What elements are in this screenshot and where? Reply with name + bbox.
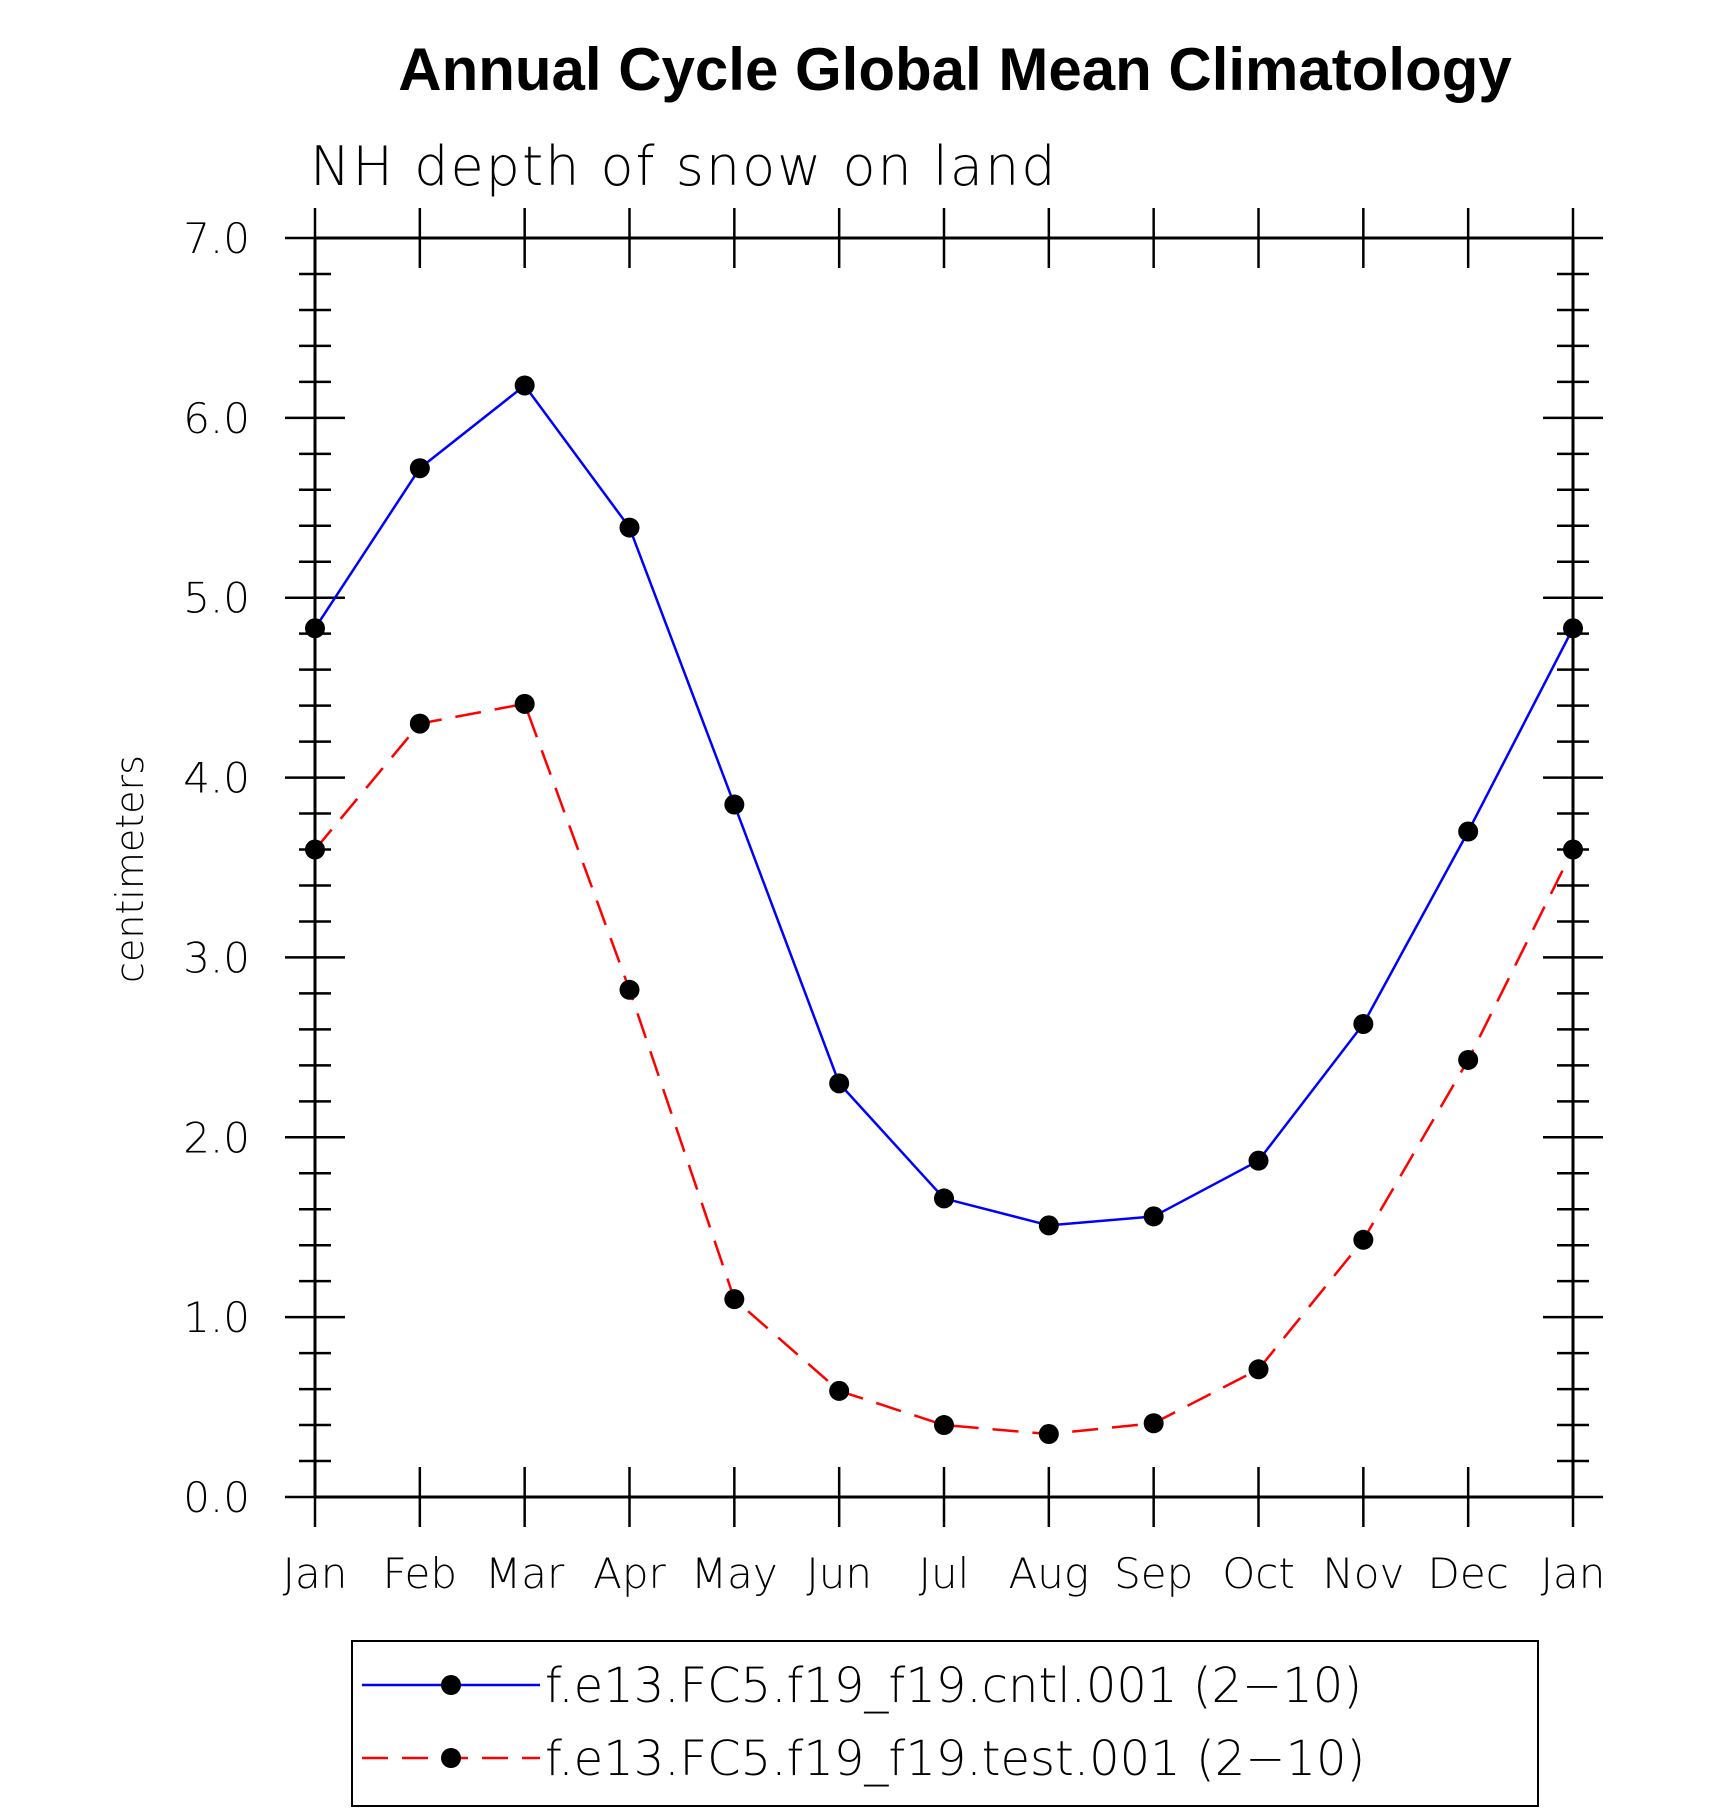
data-point <box>934 1415 954 1436</box>
data-point <box>1143 1206 1164 1227</box>
data-point <box>934 1188 954 1209</box>
x-tick-label: Jun <box>806 1549 872 1598</box>
data-point <box>409 458 430 479</box>
data-point <box>619 517 640 538</box>
legend-label: f.e13.FC5.f19_f19.cntl.001 (2−10) <box>545 1658 1362 1714</box>
x-tick-label: Jan <box>283 1549 348 1598</box>
y-tick-label: 2.0 <box>183 1113 250 1162</box>
y-tick-label: 3.0 <box>183 933 250 982</box>
x-tick-label: Nov <box>1322 1549 1404 1598</box>
data-point <box>724 1289 745 1310</box>
data-point <box>1038 1215 1059 1236</box>
series-markers <box>305 375 1583 1445</box>
data-point <box>829 1380 850 1401</box>
data-point <box>724 794 745 815</box>
y-axis-title: centimeters <box>108 755 152 983</box>
y-tick-label: 0.0 <box>183 1473 250 1522</box>
x-tick-label: Jan <box>1541 1549 1606 1598</box>
legend-box <box>351 1640 1539 1807</box>
data-point <box>1353 1013 1374 1034</box>
x-tick-label: Sep <box>1114 1549 1193 1598</box>
legend-marker <box>441 1675 461 1695</box>
y-tick-label: 5.0 <box>183 574 250 623</box>
chart-title: Annual Cycle Global Mean Climatology <box>398 36 1512 103</box>
axis-tick-labels: 0.0 1.0 2.0 3.0 4.0 5.0 6.0 7.0 Jan Feb Mar Apr May J… <box>183 214 1605 1598</box>
series-line <box>314 702 1575 1436</box>
data-point <box>409 713 430 734</box>
data-point <box>1458 1049 1479 1070</box>
series-line <box>313 383 1575 1227</box>
axis-ticks <box>285 208 1603 1527</box>
legend-label: f.e13.FC5.f19_f19.test.001 (2−10) <box>545 1731 1365 1787</box>
legend-marker <box>441 1748 461 1768</box>
x-tick-label: Mar <box>485 1549 565 1598</box>
x-tick-label: Dec <box>1428 1549 1509 1598</box>
y-tick-label: 7.0 <box>183 214 250 263</box>
legend: f.e13.FC5.f19_f19.cntl.001 (2−10) f.e13.F… <box>351 1640 1539 1807</box>
data-point <box>1458 821 1479 842</box>
data-point <box>514 375 535 396</box>
y-tick-label: 1.0 <box>183 1293 250 1342</box>
series-lines <box>313 383 1575 1436</box>
y-tick-label: 4.0 <box>183 754 250 803</box>
x-tick-label: May <box>691 1549 778 1598</box>
data-point <box>829 1073 850 1094</box>
plot-frame <box>313 236 1575 1499</box>
data-point <box>1353 1229 1374 1250</box>
data-point <box>514 693 535 714</box>
data-point <box>619 979 640 1000</box>
x-tick-label: Oct <box>1222 1549 1295 1598</box>
x-tick-label: Jul <box>919 1549 970 1598</box>
data-point <box>1038 1424 1059 1445</box>
data-point <box>1248 1150 1269 1171</box>
chart-subtitle: NH depth of snow on land <box>310 135 1057 198</box>
x-tick-label: Apr <box>593 1549 666 1598</box>
x-tick-label: Feb <box>383 1549 457 1598</box>
y-tick-label: 6.0 <box>183 394 250 443</box>
data-point <box>1143 1413 1164 1434</box>
x-tick-label: Aug <box>1009 1549 1090 1598</box>
data-point <box>1248 1359 1269 1380</box>
